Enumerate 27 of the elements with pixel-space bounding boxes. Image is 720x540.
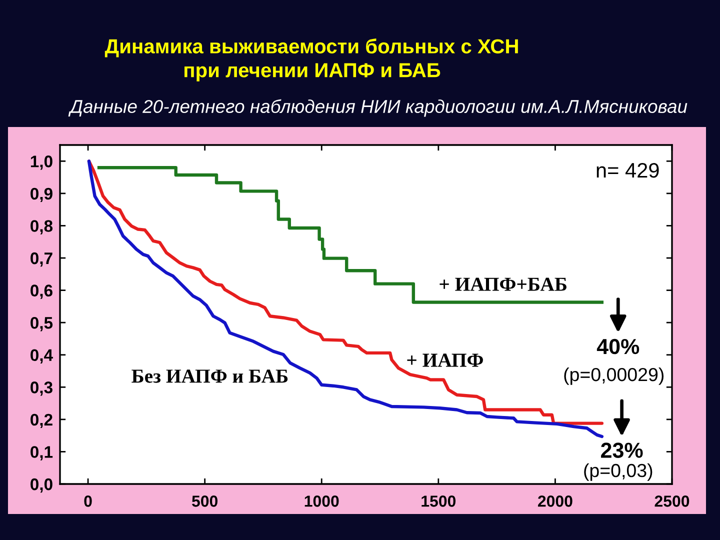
y-tick-label: 0,9 xyxy=(30,188,52,202)
y-tick-label: 0,2 xyxy=(30,414,52,428)
y-tick-label: 0,7 xyxy=(30,252,52,267)
y-tick-label: 0,4 xyxy=(30,349,53,364)
y-tick-label: 1,0 xyxy=(30,156,52,170)
series-label: + ИАПФ xyxy=(407,354,483,367)
series-label: + ИАПФ+БАБ xyxy=(440,278,566,291)
y-tick-label: 0,6 xyxy=(30,284,52,299)
y-tick-label: 0,8 xyxy=(30,220,53,234)
x-tick-label: 1000 xyxy=(304,496,339,507)
annotation: n= 429 xyxy=(596,162,659,178)
y-tick-label: 0,3 xyxy=(30,382,52,396)
annotation: 40% xyxy=(596,338,640,354)
y-tick-label: 0,5 xyxy=(30,316,53,332)
annotation: (p=0,00029) xyxy=(564,367,664,385)
annotation: (p=0,03) xyxy=(584,463,652,481)
chart-subtitle: Данные 20-летнего наблюдения НИИ кардиологии им.А.Л.Мясниковаи xyxy=(68,99,688,117)
annotation: 23% xyxy=(601,442,643,458)
x-tick-label: 1500 xyxy=(422,496,456,507)
x-tick-label: 500 xyxy=(192,496,218,507)
x-tick-label: 0 xyxy=(84,496,92,507)
y-tick-label: 0,1 xyxy=(30,446,53,460)
chart-title: Динамика выживаемости больных с ХСН при лечении ИАПФ и БАБ xyxy=(104,38,518,82)
y-tick-label: 0,0 xyxy=(30,478,52,493)
x-tick-label: 2000 xyxy=(538,496,572,507)
series-label: Без ИАПФ и БАБ xyxy=(132,370,288,383)
x-tick-label: 2500 xyxy=(654,496,690,507)
